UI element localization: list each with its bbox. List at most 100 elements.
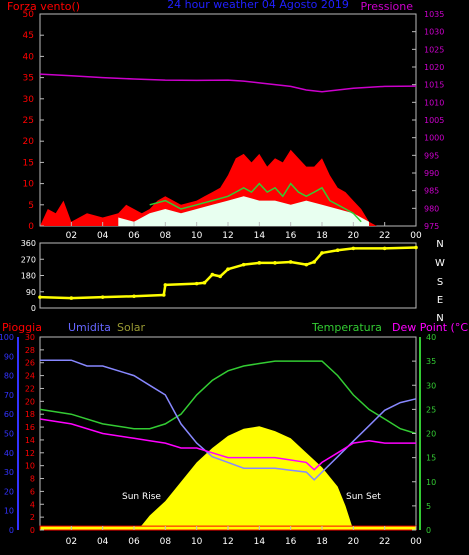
panel3-x-tick-label: 18 [316,537,328,547]
right-tick-label: 1030 [424,28,444,37]
temp-tick-label: 40 [426,333,436,342]
compass-label: S [437,277,443,288]
dewpoint-line [39,418,416,471]
wind-pressure-panel: 24 hour weather 04 Agosto 2019 Forza ven… [7,0,444,241]
panel1-x-tick-label: 06 [128,231,140,241]
rain-tick-label: 4 [30,500,35,509]
left-tick-label: 50 [23,10,35,20]
right-tick-label: 975 [424,222,439,231]
rain-tick-label: 22 [25,384,35,393]
panel1-right-axis-label: Pressione [361,0,414,13]
panel3-x-tick-label: 10 [191,537,203,547]
left-tick-label: 15 [23,158,34,168]
panel1-x-tick-label: 14 [254,231,266,241]
rain-tick-label: 8 [30,475,35,484]
right-tick-label: 990 [424,169,439,178]
right-tick-label: 1015 [424,81,444,90]
panel3-x-tick-label: 22 [379,537,390,547]
panel3-x-ticks: 02 04 06 08 10 12 14 16 18 20 22 00 [66,526,422,547]
right-tick-label: 985 [424,187,439,196]
legend-solar: Solar [117,321,146,334]
panel3-x-tick-label: 14 [254,537,266,547]
sun-rise-label: Sun Rise [122,492,161,502]
rain-tick-label: 10 [25,462,35,471]
panel3-x-tick-label: 04 [97,537,109,547]
panel1-x-tick-label: 16 [285,231,297,241]
pressure-line [39,73,417,93]
wind-direction-trace [162,284,167,296]
compass-label: N [436,313,443,324]
direction-tick-label: 360 [21,239,36,248]
temp-tick-label: 15 [426,454,436,463]
right-tick-label: 1010 [424,98,444,107]
right-tick-label: 980 [424,204,439,213]
humidity-tick-label: 70 [4,391,14,400]
direction-tick-label: 0 [31,304,36,313]
panel1-x-tick-label: 10 [191,231,203,241]
panel1-x-ticks: 02 04 06 08 10 12 14 16 18 20 22 00 [66,222,422,241]
wind-direction-trace [305,260,315,266]
panel1-x-tick-label: 12 [222,231,233,241]
wind-direction-trace [165,282,197,287]
panel1-lines [39,73,417,223]
panel1-right-ticks: 975 980 985 990 995 1000 1005 1010 1015 1020 1025 1… [412,10,444,231]
panel3-temp-ticks: 0 5 10 15 20 25 30 35 40 [412,333,436,535]
wind-direction-trace [196,281,205,285]
legend-dewpoint: Dew Point (°C) [392,321,469,334]
humidity-tick-label: 0 [9,526,14,535]
temp-humidity-panel: Pioggia Umidita Solar Temperatura Dew Po… [0,321,469,547]
wind-average-area [118,196,369,226]
right-tick-label: 1000 [424,134,444,143]
compass-label: E [437,295,443,306]
legend-umidita: Umidita [68,321,111,334]
rain-tick-label: 20 [25,397,35,406]
panel1-title: 24 hour weather 04 Agosto 2019 [167,0,349,11]
panel2-direction-points [38,245,418,300]
wind-direction-trace [219,268,229,278]
solar-area [40,426,416,530]
humidity-tick-label: 80 [4,372,14,381]
rain-tick-label: 16 [25,423,35,432]
wind-direction-trace [313,252,323,263]
rain-tick-label: 0 [30,526,35,535]
wind-direction-trace [321,248,338,255]
humidity-tick-label: 60 [4,410,14,419]
humidity-tick-label: 90 [4,352,14,361]
humidity-tick-label: 50 [4,430,14,439]
left-tick-label: 25 [23,116,34,126]
panel1-left-ticks: 0 5 10 15 20 25 30 35 40 45 50 [23,10,44,232]
sun-set-label: Sun Set [346,492,381,502]
wind-direction-trace [274,260,291,265]
rain-tick-label: 6 [30,487,35,496]
panel3-humidity-ticks: 0 10 20 30 40 50 60 70 80 90 100 [0,333,19,535]
right-tick-label: 1025 [424,45,444,54]
panel3-x-tick-label: 12 [222,537,233,547]
humidity-tick-label: 40 [4,449,14,458]
panel3-x-tick-label: 00 [410,537,422,547]
panel1-x-tick-label: 18 [316,231,328,241]
panel1-left-axis-label: Forza vento() [7,0,80,13]
right-tick-label: 1020 [424,63,444,72]
left-tick-label: 45 [23,31,34,41]
humidity-tick-label: 10 [4,507,14,516]
temp-tick-label: 30 [426,381,436,390]
panel3-x-tick-label: 02 [66,537,77,547]
wind-direction-trace [384,246,417,250]
direction-tick-label: 90 [26,288,36,297]
rain-tick-label: 14 [25,436,35,445]
temperature-line [39,360,417,435]
wind-direction-trace [39,295,72,300]
wind-direction-trace [212,273,221,278]
wind-direction-trace [243,261,260,266]
rain-tick-label: 28 [25,346,35,355]
compass-label: W [435,258,445,269]
left-tick-label: 40 [23,52,35,62]
temp-tick-label: 25 [426,405,436,414]
humidity-line [40,359,417,481]
temp-tick-label: 5 [426,502,431,511]
rain-tick-label: 18 [25,410,35,419]
panel2-y-ticks: 0 90 180 270 360 [21,239,44,313]
